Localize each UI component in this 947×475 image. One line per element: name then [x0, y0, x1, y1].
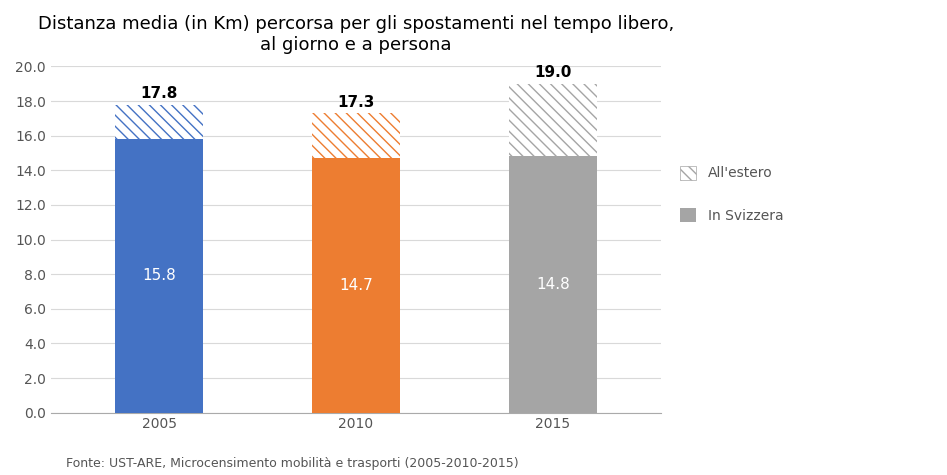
Text: 14.8: 14.8 [536, 277, 570, 292]
Bar [312, 158, 401, 413]
Text: 14.7: 14.7 [339, 278, 373, 293]
Title: Distanza media (in Km) percorsa per gli spostamenti nel tempo libero,
al giorno : Distanza media (in Km) percorsa per gli … [38, 15, 674, 54]
Legend: All'estero, In Svizzera: All'estero, In Svizzera [674, 160, 789, 228]
Bar [115, 104, 204, 139]
Bar [509, 84, 598, 156]
Bar [115, 104, 204, 139]
Bar [312, 113, 401, 158]
Text: 17.3: 17.3 [337, 95, 375, 110]
Text: 4.2: 4.2 [541, 113, 565, 128]
Text: 17.8: 17.8 [140, 86, 178, 101]
Text: 2.6: 2.6 [344, 128, 368, 143]
Bar [312, 113, 401, 158]
Bar [115, 139, 204, 413]
Text: Fonte: UST-ARE, Microcensimento mobilità e trasporti (2005-2010-2015): Fonte: UST-ARE, Microcensimento mobilità… [66, 457, 519, 470]
Text: 2.0: 2.0 [147, 114, 171, 129]
Text: 19.0: 19.0 [534, 66, 572, 80]
Bar [509, 156, 598, 413]
Bar [509, 84, 598, 156]
Text: 15.8: 15.8 [142, 268, 176, 284]
